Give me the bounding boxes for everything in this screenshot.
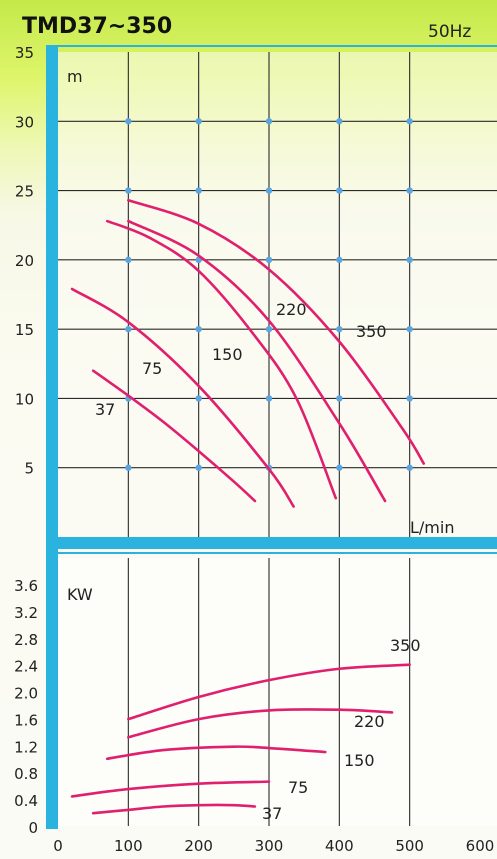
head-grid-dot [265, 395, 273, 402]
head-grid-dot [125, 118, 132, 125]
head-grid-dot [336, 256, 343, 264]
head-y-tick-label: 30 [15, 113, 34, 131]
power-curve-label-220: 220 [354, 712, 385, 731]
head-curve-150 [105, 219, 338, 500]
head-grid-dot [406, 187, 413, 194]
head-grid-dot [406, 256, 413, 264]
head-y-tick-label: 10 [15, 390, 34, 408]
head-curve-350 [127, 198, 426, 465]
power-y-tick-label: 2.4 [14, 658, 38, 676]
power-x-tick-label: 100 [114, 837, 143, 855]
power-y-axis-label: KW [67, 585, 93, 604]
power-curve-label-150: 150 [344, 751, 375, 770]
head-curve-37 [91, 369, 257, 503]
head-grid-dot [125, 256, 132, 264]
power-y-tick-label: 0.8 [14, 765, 38, 783]
chart-title: TMD37~350 [22, 14, 172, 39]
power-x-tick-label: 300 [255, 837, 284, 855]
power-x-tick-label: 400 [325, 837, 354, 855]
head-y-tick-label: 25 [15, 183, 34, 201]
head-curve-label-75: 75 [142, 359, 162, 378]
head-curve-label-350: 350 [356, 322, 387, 341]
head-curve-220 [127, 219, 387, 503]
power-y-tick-label: 2.8 [14, 631, 38, 649]
power-curve-150 [105, 745, 327, 761]
head-grid-dot [195, 464, 202, 471]
head-curve-label-150: 150 [212, 345, 243, 364]
head-curve-label-37: 37 [95, 400, 115, 419]
power-curve-75 [70, 780, 271, 798]
head-grid-dot [195, 187, 202, 194]
power-curve-37 [91, 803, 257, 815]
power-chart: 0 0.4 0.8 1.2 1.6 2.0 2.4 2.8 3.2 3.6 0 100 200 300 40… [14, 558, 497, 855]
power-curve-label-75: 75 [288, 778, 308, 797]
head-y-tick-label: 20 [15, 252, 34, 270]
head-curve-75 [70, 287, 295, 508]
head-grid-dot [406, 464, 413, 471]
power-curve-220 [127, 708, 394, 739]
head-grid-dot [336, 325, 343, 333]
power-y-tick-label: 3.6 [14, 577, 38, 595]
power-y-tick-label: 1.2 [14, 738, 38, 756]
head-grid-dot [406, 118, 413, 125]
head-grid-dot [336, 118, 343, 125]
head-grid-dot [265, 187, 273, 194]
head-grid-dot [406, 325, 413, 333]
head-grid-dot [406, 395, 413, 402]
power-x-tick-label: 500 [395, 837, 424, 855]
power-y-tick-label: 2.0 [14, 685, 38, 703]
power-plot-area [58, 558, 497, 826]
head-grid-dot [195, 325, 202, 333]
head-y-tick-label: 5 [24, 460, 34, 478]
head-grid-dot [265, 118, 273, 125]
head-left-axis-bar [46, 46, 58, 544]
head-grid-dot [125, 325, 132, 333]
head-grid-dot [195, 395, 202, 402]
head-grid-dot [336, 187, 343, 194]
head-grid-dot [265, 256, 273, 264]
head-y-axis-label: m [67, 67, 83, 86]
power-y-tick-label: 3.2 [14, 604, 38, 622]
head-grid-dot [265, 325, 273, 333]
head-chart: 35 30 25 20 15 10 5 m L/min 37 75 150 220 350 [15, 44, 497, 537]
power-curve-label-350: 350 [390, 636, 421, 655]
head-y-tick-label: 35 [15, 44, 34, 62]
power-y-tick-label: 1.6 [14, 711, 38, 729]
head-y-tick-label: 15 [15, 321, 34, 339]
head-grid-dot [125, 464, 132, 471]
power-left-axis-bar [46, 549, 58, 829]
power-y-tick-label: 0.4 [14, 792, 38, 810]
head-grid-dot [195, 118, 202, 125]
power-x-tick-label: 200 [184, 837, 213, 855]
power-y-tick-label: 0 [28, 819, 38, 837]
power-curve-label-37: 37 [262, 804, 282, 823]
head-grid-dot [336, 395, 343, 402]
power-curve-350 [127, 663, 411, 721]
head-grid-dot [336, 464, 343, 471]
power-x-tick-label: 0 [53, 837, 63, 855]
frequency-label: 50Hz [428, 22, 471, 42]
head-curve-label-220: 220 [276, 300, 307, 319]
axis-frame [46, 45, 497, 829]
head-bottom-axis-bar [46, 537, 497, 549]
power-x-tick-label: 600 [466, 837, 495, 855]
head-x-axis-label: L/min [410, 518, 454, 537]
head-grid-dot [125, 187, 132, 194]
head-plot-area [58, 52, 497, 537]
